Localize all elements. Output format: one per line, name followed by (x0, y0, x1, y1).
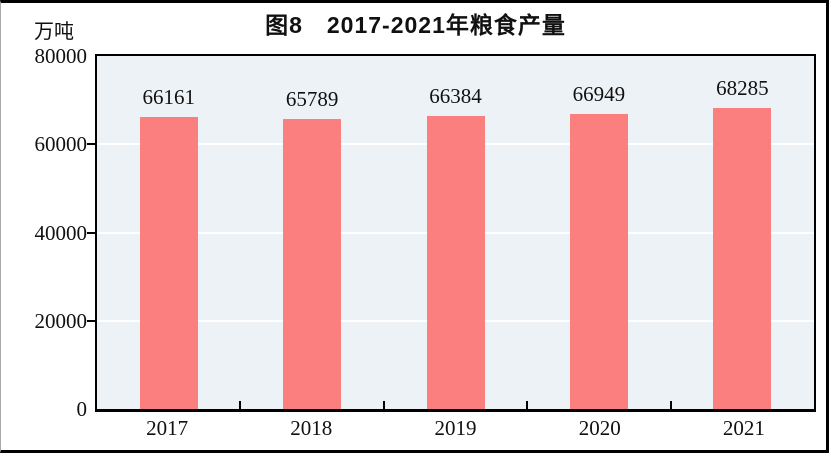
y-axis-tick-mark (87, 232, 95, 234)
bar-2019 (426, 116, 485, 409)
bar-2021 (713, 108, 772, 409)
plot-area: 66161 65789 66384 66949 68285 (95, 54, 816, 412)
bar-group-2021: 68285 (671, 56, 814, 409)
bar-2020 (569, 114, 628, 409)
x-tick-label-2020: 2020 (578, 416, 621, 440)
bar-group-2017: 66161 (97, 56, 240, 409)
x-tick-label-2019: 2019 (434, 416, 477, 440)
x-tick-label-2021: 2021 (722, 416, 765, 440)
bars-container: 66161 65789 66384 66949 68285 (97, 56, 814, 409)
x-axis-tick-mark (669, 401, 672, 409)
y-tick-label-60000: 60000 (34, 132, 88, 156)
x-tick-label-2017: 2017 (146, 416, 189, 440)
bar-2017 (139, 117, 198, 409)
bar-value-label-2021: 68285 (716, 76, 769, 100)
x-axis-tick-mark (239, 401, 242, 409)
bar-value-label-2017: 66161 (142, 85, 195, 109)
bar-value-label-2018: 65789 (285, 87, 339, 111)
bar-value-label-2020: 66949 (572, 82, 626, 106)
x-axis-tick-mark (382, 401, 385, 409)
bar-value-label-2019: 66384 (429, 84, 482, 108)
y-axis-tick-mark (87, 320, 95, 322)
bar-group-2018: 65789 (240, 56, 383, 409)
y-axis-unit-label: 万吨 (34, 21, 74, 43)
bar-group-2019: 66384 (384, 56, 527, 409)
y-tick-label-40000: 40000 (34, 221, 88, 245)
y-tick-label-80000: 80000 (34, 44, 88, 68)
y-tick-label-0: 0 (76, 397, 88, 421)
x-tick-label-2018: 2018 (290, 416, 333, 440)
y-axis-tick-mark (87, 143, 95, 145)
x-axis-tick-mark (526, 401, 529, 409)
bar-group-2020: 66949 (527, 56, 670, 409)
chart-title: 图8 2017-2021年粮食产量 (265, 12, 566, 38)
bar-2018 (283, 119, 342, 409)
y-tick-label-20000: 20000 (34, 309, 88, 333)
x-axis-labels: 2017 2018 2019 2020 2021 (95, 416, 816, 440)
